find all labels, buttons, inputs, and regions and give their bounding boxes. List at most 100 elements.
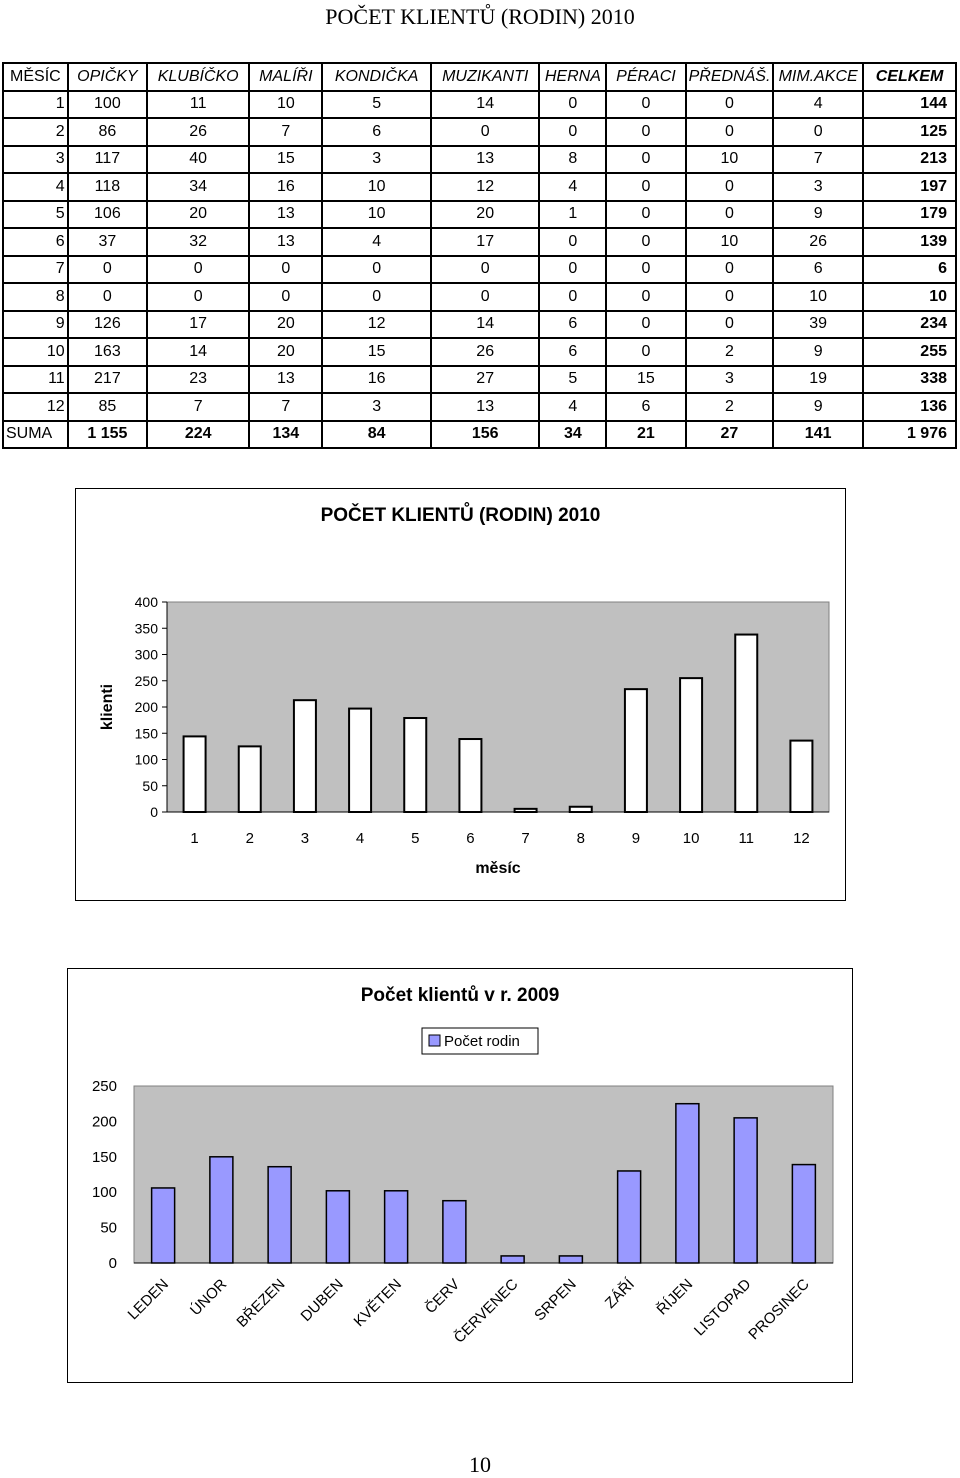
table-cell: 0	[538, 117, 608, 147]
table-cell: 34	[146, 172, 251, 202]
x-tick-label: 2	[246, 830, 254, 847]
table-cell: 106	[66, 199, 149, 229]
table-cell: 9	[772, 392, 865, 422]
column-header: KLUBÍČKO	[146, 62, 251, 92]
table-cell: 6	[605, 392, 687, 422]
table-cell: 19	[772, 364, 865, 394]
bar	[733, 1117, 758, 1264]
table-cell: 0	[684, 309, 775, 339]
table-cell: 141	[772, 419, 865, 449]
table-row: 3 117 40 15 3 13 8 0 10 7 213	[2, 144, 957, 174]
table-cell: 0	[605, 199, 687, 229]
month-cell: 2	[2, 117, 69, 147]
table-cell: 0	[605, 309, 687, 339]
table-cell: 0	[605, 89, 687, 119]
x-axis-title: měsíc	[475, 860, 520, 877]
table-cell: 6	[538, 337, 608, 367]
column-header: PŘEDNÁŠ.	[684, 62, 775, 92]
total-cell: 255	[862, 337, 957, 367]
table-cell: 224	[146, 419, 251, 449]
table-cell: 17	[429, 227, 541, 257]
table-cell: 10	[248, 89, 324, 119]
x-tick-label: ČERV	[422, 1276, 463, 1317]
x-tick-label: 8	[577, 830, 585, 847]
month-cell: 7	[2, 254, 69, 284]
table-cell: 2	[684, 337, 775, 367]
table-cell: 0	[538, 282, 608, 312]
y-tick-label: 50	[100, 1220, 117, 1237]
x-tick-label: 12	[793, 830, 810, 847]
bar	[623, 688, 648, 813]
y-tick-label: 0	[109, 1255, 117, 1272]
bar	[675, 1102, 700, 1264]
table-cell: 7	[772, 144, 865, 174]
table-cell: 0	[429, 282, 541, 312]
y-tick-label: 100	[135, 752, 159, 768]
x-tick-label: 1	[190, 830, 198, 847]
table-row: 5 106 20 13 10 20 1 0 0 9 179	[2, 199, 957, 229]
table-cell: 16	[248, 172, 324, 202]
table-cell: 20	[248, 309, 324, 339]
total-cell: 144	[862, 89, 957, 119]
bar	[150, 1187, 176, 1264]
table-row: 10 163 14 20 15 26 6 0 2 9 255	[2, 337, 957, 367]
x-tick-label: KVĚTEN	[350, 1276, 404, 1330]
y-tick-label: 50	[142, 778, 158, 794]
table-cell: 117	[66, 144, 149, 174]
table-header-row: MĚSÍC OPIČKY KLUBÍČKO MALÍŘI KONDIČKA MUZIKAN…	[2, 62, 957, 92]
table-cell: 8	[538, 144, 608, 174]
table-row: 4 118 34 16 10 12 4 0 0 3 197	[2, 172, 957, 202]
x-tick-label: 9	[632, 830, 640, 847]
table-cell: 0	[146, 254, 251, 284]
bar	[267, 1165, 292, 1264]
x-tick-label: DUBEN	[298, 1276, 347, 1325]
table-cell: 32	[146, 227, 251, 257]
table-cell: 4	[538, 392, 608, 422]
table-cell: 3	[684, 364, 775, 394]
table-cell: 0	[684, 199, 775, 229]
table-cell: 20	[429, 199, 541, 229]
table-cell: 0	[248, 254, 324, 284]
x-tick-label: 7	[521, 830, 529, 847]
bar	[182, 735, 207, 813]
x-tick-label: 10	[683, 830, 700, 847]
bar	[383, 1190, 409, 1264]
table-cell: 13	[429, 144, 541, 174]
table-cell: 20	[146, 199, 251, 229]
table-cell: 2	[684, 392, 775, 422]
table-cell: 10	[684, 144, 775, 174]
bar	[791, 1163, 817, 1264]
y-axis-title: klienti	[99, 684, 116, 730]
table-cell: 0	[538, 254, 608, 284]
sum-row: SUMA 1 155 224 134 84 156 34 21 27 141 1 976	[2, 419, 957, 449]
bar	[442, 1199, 467, 1264]
table-cell: 23	[146, 364, 251, 394]
chart-2009: Počet klientů v r. 2009 0 50 100 150 200 250 L…	[67, 968, 853, 1383]
total-cell: 338	[862, 364, 957, 394]
table-cell: 10	[321, 199, 432, 229]
bar	[458, 738, 483, 813]
month-cell: SUMA	[2, 419, 69, 449]
y-tick-label: 300	[135, 647, 159, 663]
table-cell: 37	[66, 227, 149, 257]
table-row: 11 217 23 13 16 27 5 15 3 19 338	[2, 364, 957, 394]
table-cell: 6	[538, 309, 608, 339]
table-cell: 14	[429, 309, 541, 339]
table-cell: 0	[146, 282, 251, 312]
month-cell: 1	[2, 89, 69, 119]
y-tick-label: 400	[135, 594, 159, 610]
table-cell: 0	[538, 89, 608, 119]
table-cell: 12	[321, 309, 432, 339]
y-tick-label: 0	[150, 804, 158, 820]
table-cell: 134	[248, 419, 324, 449]
table-cell: 0	[429, 254, 541, 284]
table-cell: 6	[772, 254, 865, 284]
table-cell: 10	[321, 172, 432, 202]
bar	[513, 807, 538, 814]
table-cell: 39	[772, 309, 865, 339]
table-cell: 0	[605, 172, 687, 202]
column-header: MIM.AKCE	[772, 62, 865, 92]
chart-2010: POČET KLIENTŮ (RODIN) 2010 0 50 100 150 200 2…	[75, 488, 846, 901]
table-cell: 5	[321, 89, 432, 119]
